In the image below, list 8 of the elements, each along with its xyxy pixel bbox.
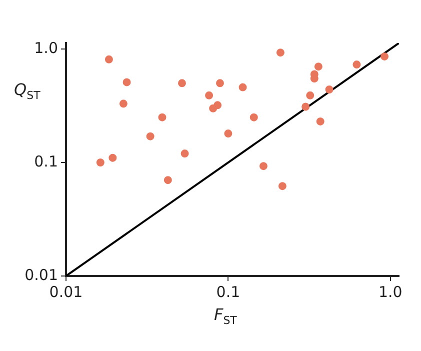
x-axis-title: F$_{ST}$ — [214, 305, 237, 328]
x-tick-label: 0.1 — [216, 282, 240, 301]
y-tick-label: 0.1 — [34, 152, 58, 170]
y-tick-label: 0.01 — [24, 266, 58, 284]
x-tick-label: 0.01 — [49, 282, 83, 301]
y-axis-title: Q$_{ST}$ — [14, 80, 40, 102]
y-tick-label: 1.0 — [34, 38, 58, 57]
x-tick-label: 1.0 — [378, 282, 402, 301]
